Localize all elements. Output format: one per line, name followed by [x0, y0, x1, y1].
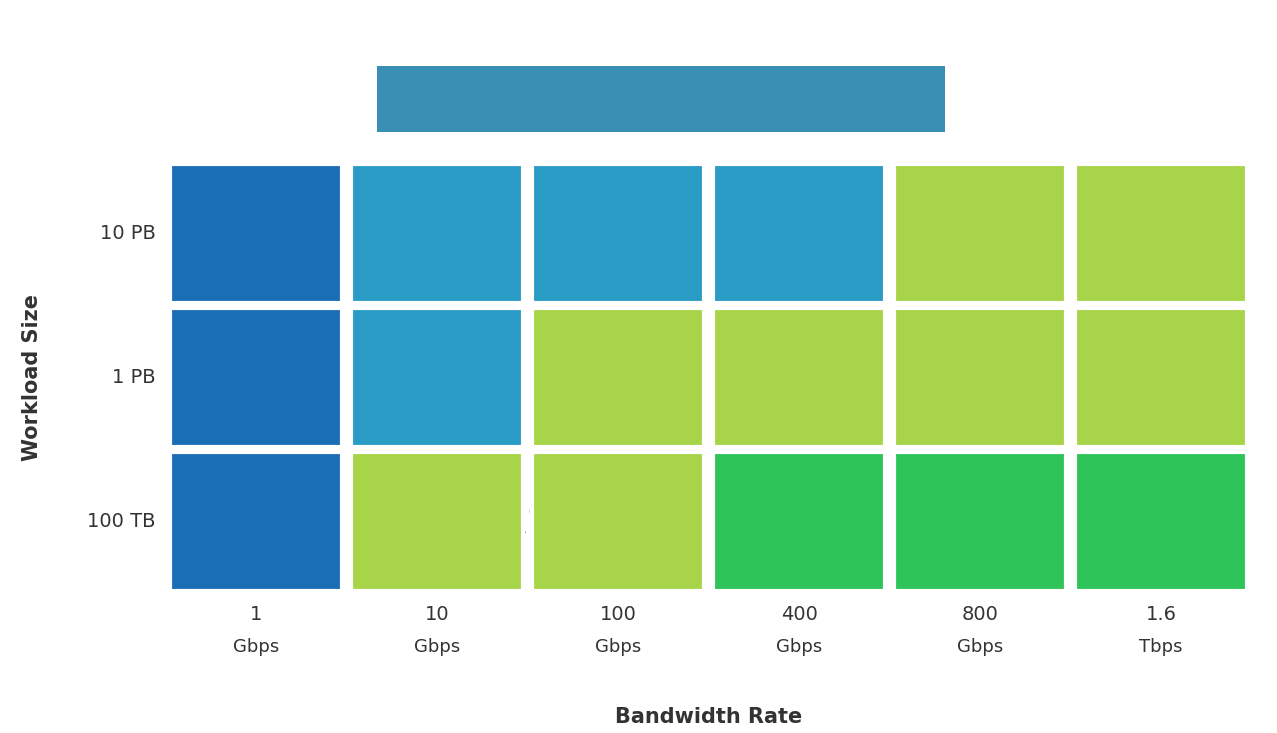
Text: DAYS: DAYS: [779, 237, 819, 253]
Text: HOURS: HOURS: [953, 382, 1008, 397]
Text: 10 PB: 10 PB: [100, 224, 156, 243]
Text: 92: 92: [409, 199, 466, 240]
Text: DAYS: DAYS: [418, 382, 457, 397]
Text: DAYS: DAYS: [418, 237, 457, 253]
Text: Gbps: Gbps: [776, 638, 822, 656]
Text: 9.2: 9.2: [581, 199, 655, 240]
Text: 5.5: 5.5: [762, 342, 836, 385]
Text: 2.7: 2.7: [944, 342, 1016, 385]
Text: 16: 16: [951, 487, 1009, 528]
Text: DAYS: DAYS: [599, 237, 638, 253]
Text: 92: 92: [227, 342, 285, 385]
Text: MINS: MINS: [1142, 526, 1180, 541]
Text: 800: 800: [962, 605, 999, 624]
Text: 1 PB: 1 PB: [112, 368, 156, 387]
Text: Gbps: Gbps: [234, 638, 280, 656]
Text: DAYS: DAYS: [236, 526, 276, 541]
Text: MINS: MINS: [960, 526, 1000, 541]
Text: HOURS: HOURS: [591, 382, 646, 397]
Text: Tbps: Tbps: [1139, 638, 1183, 656]
Text: Gbps: Gbps: [414, 638, 461, 656]
Text: 100: 100: [600, 605, 637, 624]
Text: 8: 8: [1147, 487, 1176, 528]
Text: HOURS: HOURS: [1134, 237, 1189, 253]
Text: HOURS: HOURS: [771, 382, 826, 397]
Text: 27.7: 27.7: [928, 199, 1032, 240]
Text: 400: 400: [780, 605, 817, 624]
Text: HOURS: HOURS: [1134, 382, 1189, 397]
Text: 1: 1: [250, 605, 263, 624]
Text: 1.3: 1.3: [1124, 342, 1198, 385]
Text: 9.2: 9.2: [401, 342, 474, 385]
Text: Gbps: Gbps: [595, 638, 641, 656]
Text: DAYS: DAYS: [236, 382, 276, 397]
Text: 2.5: 2.5: [762, 199, 836, 240]
Text: 2.5: 2.5: [220, 199, 294, 240]
Text: Time To Move Workload: Time To Move Workload: [475, 85, 847, 113]
Text: 13.8: 13.8: [1110, 199, 1212, 240]
Text: YEARS: YEARS: [231, 237, 281, 253]
Text: HOURS: HOURS: [591, 526, 646, 541]
Text: 2.2: 2.2: [581, 487, 655, 528]
Text: Bandwidth Rate: Bandwidth Rate: [616, 707, 802, 727]
Text: 22: 22: [590, 342, 647, 385]
Text: 10: 10: [425, 605, 450, 624]
Text: 100 TB: 100 TB: [87, 512, 156, 531]
Text: 33: 33: [770, 487, 829, 528]
Text: 1.6: 1.6: [1145, 605, 1176, 624]
Text: Workload Size: Workload Size: [22, 294, 42, 461]
Text: HOURS: HOURS: [953, 237, 1008, 253]
Text: 9.2: 9.2: [220, 487, 294, 528]
Text: MINS: MINS: [780, 526, 819, 541]
Text: 22 HOURS: 22 HOURS: [318, 501, 557, 542]
Text: Gbps: Gbps: [956, 638, 1004, 656]
